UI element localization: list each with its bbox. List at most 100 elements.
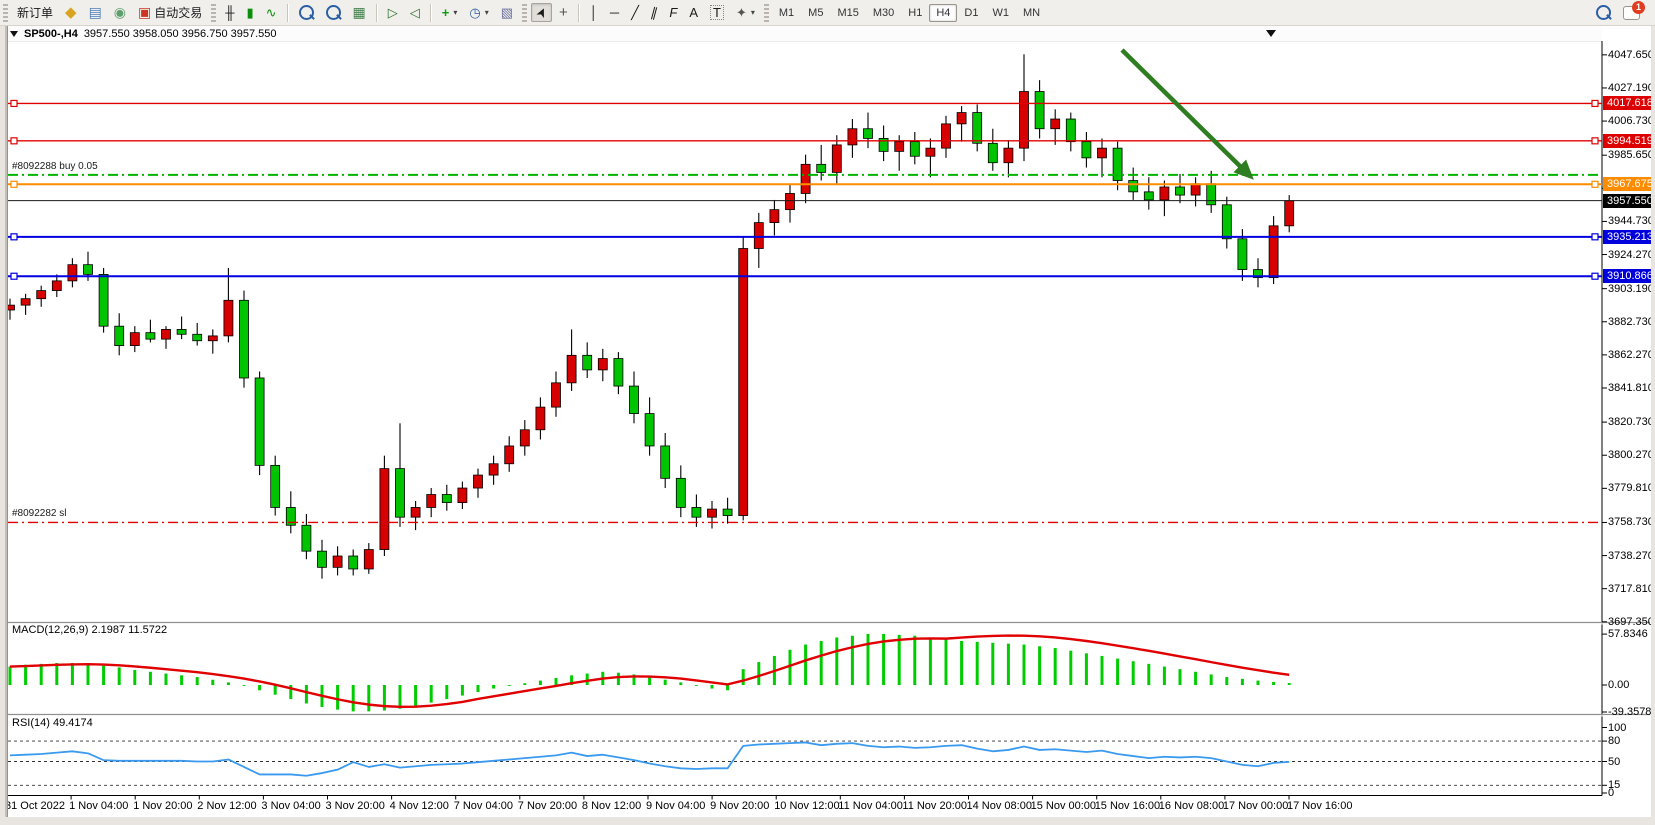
candle-body[interactable]: [98, 273, 109, 327]
candle-body[interactable]: [1237, 238, 1248, 270]
candle-body[interactable]: [317, 550, 327, 568]
candle-body[interactable]: [36, 290, 47, 300]
stoploss-label[interactable]: #8092282 sl: [12, 508, 67, 520]
candle-body[interactable]: [223, 299, 234, 337]
candle-body[interactable]: [582, 354, 593, 371]
line-handle[interactable]: [10, 180, 18, 188]
candle-body[interactable]: [1253, 269, 1263, 279]
candle-body[interactable]: [566, 354, 577, 384]
fibonacci-button[interactable]: F: [664, 3, 682, 22]
candle-body[interactable]: [83, 264, 93, 275]
candle-body[interactable]: [504, 445, 515, 465]
candle-body[interactable]: [410, 507, 421, 518]
candle-body[interactable]: [254, 377, 265, 466]
candle-body[interactable]: [519, 429, 530, 447]
arrows-button[interactable]: ✦ ▾: [731, 3, 760, 22]
candle-body[interactable]: [1112, 147, 1123, 181]
timeframe-button-D1[interactable]: D1: [964, 6, 979, 19]
candle-body[interactable]: [535, 406, 546, 431]
candle-body[interactable]: [1097, 147, 1107, 159]
line-handle[interactable]: [10, 233, 18, 241]
candle-body[interactable]: [395, 468, 405, 518]
line-chart-button[interactable]: ∿: [261, 3, 282, 22]
text-button[interactable]: A: [684, 3, 703, 22]
candle-body[interactable]: [785, 193, 795, 211]
candle-body[interactable]: [847, 128, 858, 146]
candle-body[interactable]: [161, 329, 171, 340]
candle-body[interactable]: [239, 299, 249, 379]
one-click-trading-toggle-icon[interactable]: [10, 30, 18, 37]
candle-body[interactable]: [863, 128, 873, 139]
candle-body[interactable]: [379, 468, 390, 550]
candle-body[interactable]: [613, 358, 624, 387]
candle-body[interactable]: [1019, 91, 1029, 149]
candle-body[interactable]: [769, 209, 780, 224]
chart-shift-button[interactable]: ◁: [405, 3, 425, 22]
new-order-button[interactable]: 新订单: [12, 1, 58, 24]
crosshair-button[interactable]: +: [554, 3, 573, 22]
auto-scroll-button[interactable]: ▷: [383, 3, 403, 22]
candle-body[interactable]: [176, 329, 187, 335]
candle-body[interactable]: [488, 463, 499, 476]
new-order-coin-button[interactable]: ◆: [60, 3, 82, 22]
zoom-in-button[interactable]: [294, 2, 319, 23]
candle-body[interactable]: [1190, 183, 1201, 196]
candle-body[interactable]: [348, 555, 359, 570]
cursor-button[interactable]: ➤: [531, 3, 552, 22]
candle-body[interactable]: [597, 358, 608, 371]
candle-body[interactable]: [675, 477, 686, 508]
candle-body[interactable]: [707, 508, 717, 518]
chart-shift-marker-icon[interactable]: [1266, 30, 1276, 37]
candle-body[interactable]: [925, 147, 936, 157]
candle-body[interactable]: [20, 298, 31, 306]
timeframe-button-MN[interactable]: MN: [1022, 6, 1041, 19]
candle-body[interactable]: [441, 494, 452, 504]
line-handle[interactable]: [10, 137, 18, 145]
candle-body[interactable]: [1050, 118, 1061, 130]
candle-body[interactable]: [1206, 183, 1217, 206]
candle-body[interactable]: [738, 248, 749, 516]
candle-body[interactable]: [1175, 186, 1185, 196]
candle-body[interactable]: [753, 222, 764, 249]
candle-body[interactable]: [644, 413, 655, 447]
candle-body[interactable]: [1221, 204, 1232, 240]
candle-body[interactable]: [67, 264, 78, 282]
text-label-button[interactable]: T: [705, 2, 729, 23]
candlestick-chart-button[interactable]: ▮: [241, 3, 258, 22]
zoom-out-button[interactable]: [321, 2, 346, 23]
candle-body[interactable]: [363, 549, 374, 570]
candle-body[interactable]: [426, 494, 437, 508]
candle-body[interactable]: [332, 555, 343, 568]
candle-body[interactable]: [831, 144, 842, 173]
candle-body[interactable]: [629, 385, 639, 414]
candle-body[interactable]: [987, 142, 998, 164]
candle-body[interactable]: [1128, 180, 1139, 193]
line-handle[interactable]: [10, 272, 18, 280]
timeframe-button-M1[interactable]: M1: [778, 6, 795, 19]
templates-button[interactable]: ▧: [496, 3, 518, 22]
line-handle[interactable]: [1591, 99, 1599, 108]
search-button[interactable]: [1591, 2, 1616, 23]
trendline-button[interactable]: ╱: [626, 3, 644, 22]
candle-body[interactable]: [457, 487, 468, 504]
signal-button[interactable]: ◉: [109, 3, 131, 22]
candle-body[interactable]: [1143, 191, 1154, 201]
candle-body[interactable]: [816, 163, 827, 173]
candle-body[interactable]: [207, 335, 218, 342]
autotrade-button[interactable]: ▣ 自动交易: [133, 1, 207, 24]
candle-body[interactable]: [660, 445, 671, 479]
candle-body[interactable]: [51, 280, 62, 291]
candle-body[interactable]: [129, 332, 140, 347]
timeframe-button-M15[interactable]: M15: [837, 6, 859, 19]
candle-body[interactable]: [192, 333, 203, 342]
timeframe-button-M30[interactable]: M30: [872, 6, 895, 19]
candle-body[interactable]: [114, 325, 125, 347]
candle-body[interactable]: [145, 332, 156, 340]
line-handle[interactable]: [1591, 137, 1599, 145]
candle-body[interactable]: [972, 112, 983, 144]
periods-button[interactable]: ◷ ▾: [464, 3, 493, 22]
candle-body[interactable]: [1159, 186, 1170, 201]
tile-windows-button[interactable]: ▦: [348, 3, 371, 22]
candle-body[interactable]: [1003, 147, 1014, 164]
